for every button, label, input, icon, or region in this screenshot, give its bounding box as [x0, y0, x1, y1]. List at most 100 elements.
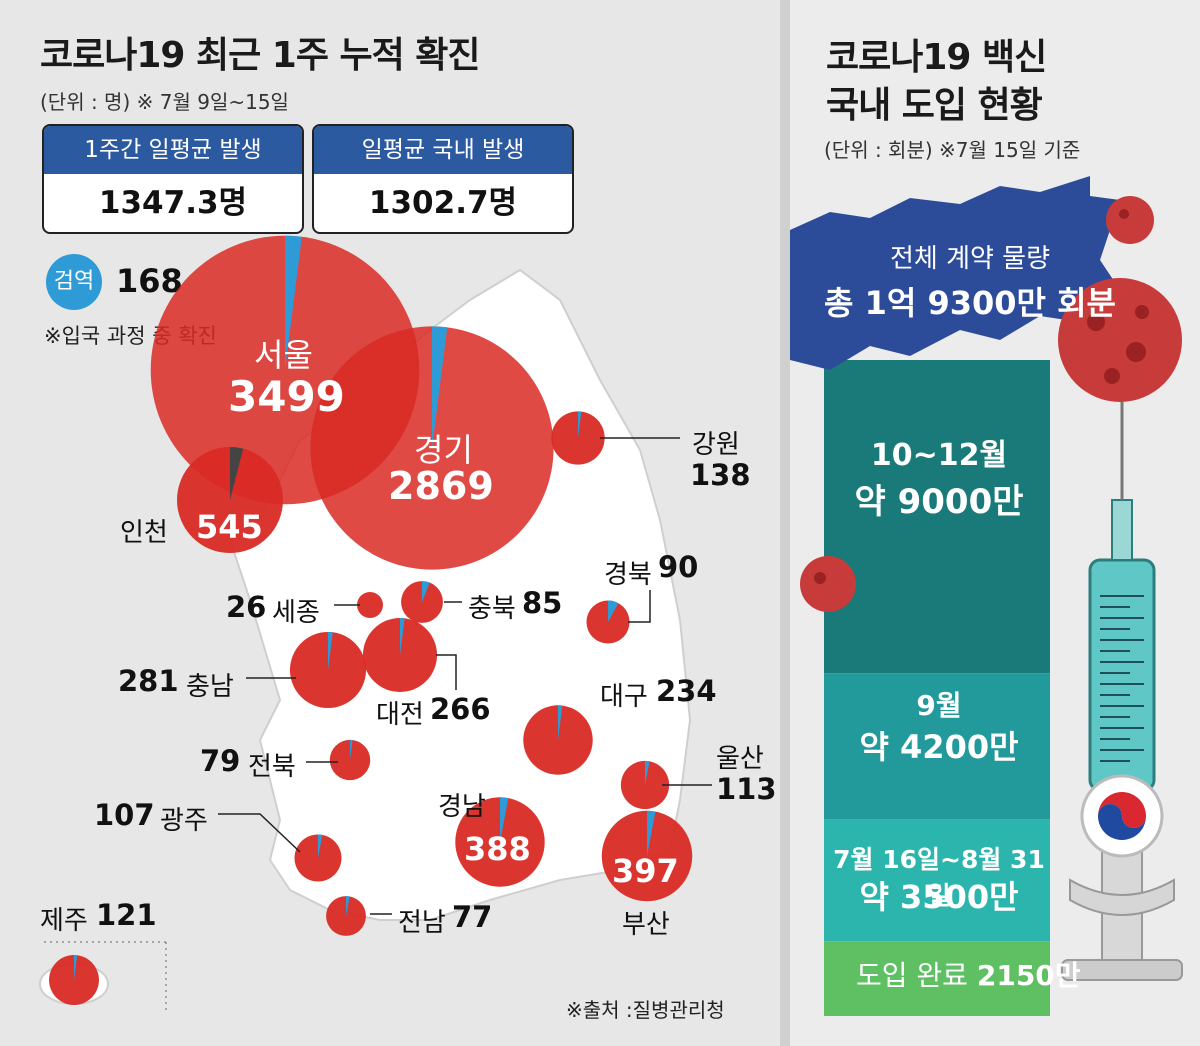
syringe-flange: [1069, 878, 1175, 916]
region-label-gyeongnam: 경남: [438, 792, 486, 822]
virus-icon-small-left: [800, 556, 856, 612]
region-label-incheon: 인천: [120, 518, 168, 548]
region-value-busan: 397: [612, 852, 679, 890]
quarantine-wedge-경북: [608, 600, 619, 622]
taegeuk-blue: [1098, 804, 1146, 840]
vaccine-bars: [824, 360, 1050, 1016]
quarantine-wedge-강원: [578, 411, 582, 438]
left-subtitle: (단위 : 명) ※ 7월 9일~15일: [40, 90, 289, 114]
stat-value: 1347.3명: [98, 185, 248, 221]
right-title-line2: 국내 도입 현황: [826, 85, 1043, 126]
banner-line1: 전체 계약 물량: [889, 244, 1051, 274]
source-note: ※출처 :질병관리청: [566, 998, 725, 1022]
quarantine-wedge-경남: [500, 797, 509, 842]
quarantine-wedge-대전: [400, 617, 405, 655]
vaccine-bar-1: [824, 673, 1050, 820]
leader-daejeon: [436, 654, 457, 690]
vaccine-val-sep: 약 4200만: [859, 728, 1019, 766]
right-subtitle: (단위 : 회분) ※7월 15일 기준: [824, 138, 1081, 162]
quarantine-badge: 검역: [46, 254, 102, 310]
region-label-daejeon: 대전: [376, 700, 424, 730]
right-title-line1: 코로나19 백신: [826, 37, 1047, 78]
virus-icon-large: [1058, 278, 1182, 402]
syringe-handle: [1061, 959, 1183, 981]
region-value-gwangju: 107: [94, 798, 155, 832]
vaccine-val-oct-dec: 약 9000만: [854, 482, 1024, 522]
covid-map: [39, 235, 712, 1014]
region-label-jeonnam: 전남: [398, 908, 446, 938]
vaccine-bar-2: [824, 819, 1050, 942]
region-value-gangwon: 138: [690, 458, 751, 492]
vaccine-completed: 도입 완료 2150만: [856, 954, 1081, 994]
syringe-ticks: [1100, 595, 1144, 762]
syringe-needle-base: [1111, 499, 1133, 561]
region-value-jeju: 121: [96, 898, 157, 932]
region-label-daegu: 대구: [600, 682, 648, 712]
region-value-seoul: 3499: [228, 372, 345, 421]
region-value-chungbuk: 85: [522, 586, 563, 620]
syringe: [1061, 380, 1183, 981]
region-value-gyeongnam: 388: [464, 830, 531, 868]
left-title: 코로나19 최근 1주 누적 확진: [40, 35, 480, 76]
leader-gwangju: [218, 813, 301, 853]
region-value-gyeongbuk: 90: [658, 550, 699, 584]
region-value-daegu: 234: [656, 674, 717, 708]
quarantine-wedge-광주: [318, 834, 323, 858]
taegeuk-red: [1098, 792, 1146, 828]
quarantine-wedge-경기: [432, 326, 448, 448]
region-value-daejeon: 266: [430, 692, 491, 726]
virus-icon-small-top: [1106, 196, 1154, 244]
region-value-chungnam: 281: [118, 664, 179, 698]
vaccine-bar-3: [824, 941, 1050, 1016]
stat-value: 1302.7명: [368, 185, 518, 221]
quarantine-wedge-제주: [74, 955, 78, 980]
vaccine-val-jul-aug: 약 3500만: [859, 878, 1019, 916]
region-label-gwangju: 광주: [160, 806, 208, 836]
quarantine-wedge-충남: [328, 631, 333, 670]
banner-brush: [790, 176, 1120, 370]
quarantine-wedge-인천: [230, 447, 244, 500]
bubble-layer: [49, 235, 693, 1005]
vaccine-cat-oct-dec: 10~12월: [870, 438, 1008, 473]
stat-box-domestic-avg: 일평균 국내 발생 1302.7명: [312, 124, 574, 234]
vaccine-cat-sep: 9월: [916, 689, 962, 722]
region-label-sejong: 세종: [272, 598, 320, 628]
vaccine-cat-jul-aug: 7월 16일~8월 31일: [833, 845, 1045, 910]
quarantine-wedge-충북: [422, 581, 430, 602]
region-label-jeonbuk: 전북: [248, 752, 296, 782]
syringe-barrel: [1088, 558, 1156, 792]
bubble-세종: [357, 592, 383, 618]
region-value-incheon: 545: [196, 508, 263, 546]
quarantine-wedge-대구: [558, 705, 563, 740]
panel-divider: [780, 0, 790, 1046]
vaccine-cat-done: 도입 완료: [856, 959, 968, 992]
quarantine-wedge-울산: [645, 760, 650, 785]
region-label-seoul: 서울: [254, 336, 313, 374]
region-value-gyeonggi: 2869: [388, 464, 494, 508]
region-label-chungbuk: 충북: [468, 594, 516, 624]
region-label-chungnam: 충남: [186, 672, 234, 702]
quarantine-wedge-부산: [647, 810, 656, 856]
region-value-ulsan: 113: [716, 772, 777, 806]
leader-lines: [218, 437, 712, 915]
banner-line2: 총 1억 9300만 회분: [824, 284, 1116, 322]
stat-label: 일평균 국내 발생: [314, 126, 572, 174]
region-value-jeonbuk: 79: [200, 744, 241, 778]
stat-box-weekly-avg: 1주간 일평균 발생 1347.3명: [42, 124, 304, 234]
stat-label: 1주간 일평균 발생: [44, 126, 302, 174]
vaccine-val-done: 2150만: [976, 959, 1081, 992]
quarantine-wedge-서울: [285, 235, 302, 370]
region-label-ulsan: 울산: [716, 744, 764, 774]
quarantine-wedge-전남: [346, 896, 350, 916]
quarantine-value: 168: [116, 262, 183, 300]
leader-gyeongbuk: [628, 590, 651, 623]
region-label-jeju: 제주: [40, 906, 88, 936]
region-label-gyeonggi: 경기: [414, 431, 473, 469]
region-label-gyeongbuk: 경북: [604, 560, 652, 590]
vaccine-bar-0: [824, 360, 1050, 674]
vaccine-chart: [790, 176, 1183, 1016]
region-label-busan: 부산: [622, 910, 670, 940]
region-label-gangwon: 강원: [692, 430, 740, 460]
quarantine-wedge-전북: [350, 739, 353, 760]
